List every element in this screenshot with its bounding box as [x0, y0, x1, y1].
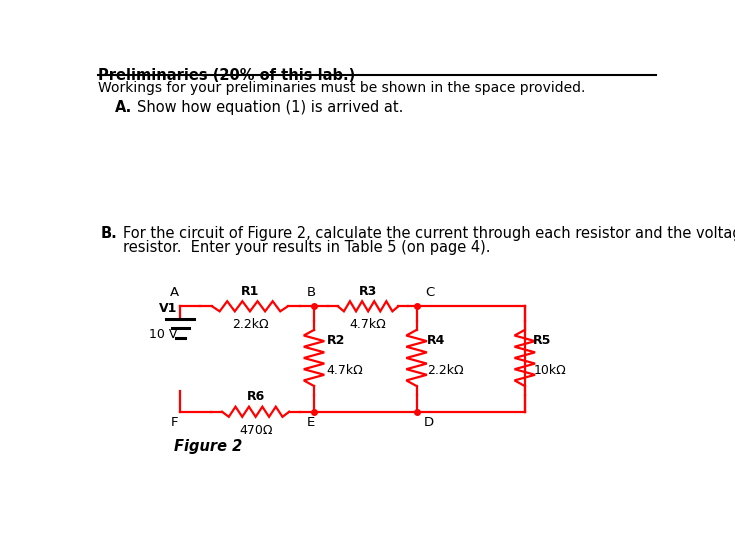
- Text: 2.2kΩ: 2.2kΩ: [427, 364, 464, 377]
- Text: E: E: [307, 416, 315, 429]
- Text: D: D: [423, 416, 434, 429]
- Text: R4: R4: [427, 334, 445, 347]
- Text: A: A: [170, 286, 179, 299]
- Text: For the circuit of Figure 2, calculate the current through each resistor and the: For the circuit of Figure 2, calculate t…: [123, 226, 735, 241]
- Text: 10kΩ: 10kΩ: [534, 364, 566, 377]
- Text: R6: R6: [246, 390, 265, 403]
- Text: C: C: [425, 286, 434, 299]
- Text: Preliminaries (20% of this lab.): Preliminaries (20% of this lab.): [98, 68, 355, 83]
- Text: 4.7kΩ: 4.7kΩ: [326, 364, 363, 377]
- Text: Workings for your preliminaries must be shown in the space provided.: Workings for your preliminaries must be …: [98, 81, 585, 94]
- Text: R3: R3: [359, 285, 377, 298]
- Text: R5: R5: [534, 334, 552, 347]
- Text: B: B: [306, 286, 316, 299]
- Text: A.: A.: [115, 100, 132, 115]
- Text: 2.2kΩ: 2.2kΩ: [232, 318, 268, 331]
- Text: resistor.  Enter your results in Table 5 (on page 4).: resistor. Enter your results in Table 5 …: [123, 239, 491, 255]
- Text: V1: V1: [159, 302, 177, 315]
- Text: F: F: [171, 416, 178, 429]
- Text: R1: R1: [241, 285, 259, 298]
- Text: 10 V: 10 V: [149, 328, 177, 341]
- Text: Show how equation (1) is arrived at.: Show how equation (1) is arrived at.: [137, 100, 404, 115]
- Text: 4.7kΩ: 4.7kΩ: [350, 318, 387, 331]
- Text: B.: B.: [101, 226, 117, 241]
- Text: Figure 2: Figure 2: [174, 439, 243, 454]
- Text: R2: R2: [326, 334, 345, 347]
- Text: 470Ω: 470Ω: [239, 424, 273, 437]
